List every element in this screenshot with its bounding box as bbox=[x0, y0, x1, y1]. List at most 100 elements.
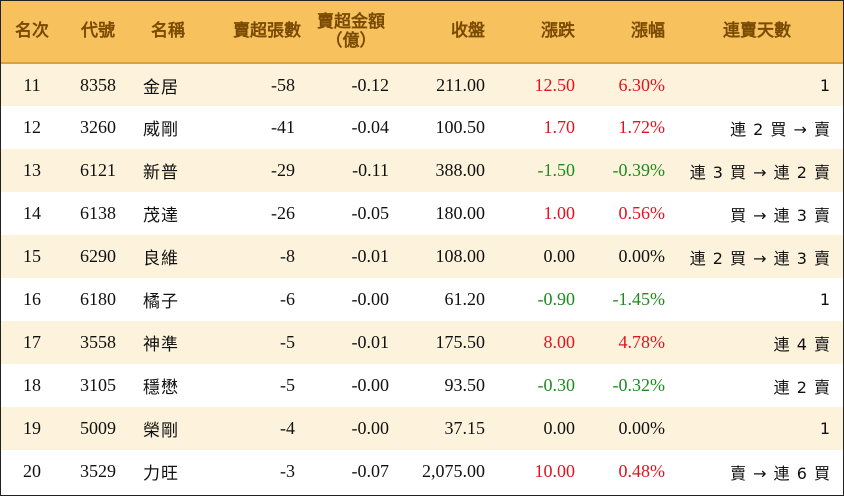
change-pct-cell: 6.30% bbox=[618, 74, 666, 95]
net-sell-amount-header-line1: 賣超金額 bbox=[317, 11, 385, 32]
change-pct-cell: 0.48% bbox=[618, 461, 666, 481]
stock-name-cell: 良維 bbox=[143, 249, 179, 269]
net-sell-amount-header-unit: （億） bbox=[325, 30, 377, 51]
net-sell-amount-cell: -0.07 bbox=[351, 461, 390, 481]
stock-name-cell: 橘子 bbox=[143, 292, 179, 312]
close-price-cell: 37.15 bbox=[444, 418, 486, 438]
net-sell-amount-cell: -0.04 bbox=[351, 117, 390, 137]
net-sell-lots-cell: -5 bbox=[280, 375, 295, 395]
stock-name-cell: 力旺 bbox=[143, 464, 179, 484]
table-row[interactable]: 14 6138 茂達 -26 -0.05 180.00 1.00 0.56% 買 → 連 3 賣 bbox=[1, 192, 843, 235]
change-cell: 1.00 bbox=[543, 203, 576, 223]
stock-name-cell: 茂達 bbox=[143, 206, 179, 226]
close-header[interactable]: 收盤 bbox=[451, 21, 485, 41]
rank-cell: 16 bbox=[23, 289, 41, 309]
code-cell: 3260 bbox=[80, 117, 116, 137]
code-cell: 3529 bbox=[80, 461, 116, 481]
net-sell-lots-cell: -8 bbox=[280, 246, 295, 266]
change-pct-cell: -0.32% bbox=[612, 375, 666, 395]
net-sell-amount-cell: -0.12 bbox=[351, 74, 390, 95]
net-sell-lots-header[interactable]: 賣超張數 bbox=[233, 21, 301, 41]
net-sell-amount-cell: -0.01 bbox=[351, 332, 390, 352]
streak-cell: 買 → 連 3 賣 bbox=[730, 205, 831, 225]
table-row[interactable]: 20 3529 力旺 -3 -0.07 2,075.00 10.00 0.48% 賣 → 連 6… bbox=[1, 450, 843, 493]
rank-cell: 20 bbox=[23, 461, 41, 481]
net-sell-lots-cell: -58 bbox=[271, 74, 295, 95]
stock-name-cell: 金居 bbox=[143, 77, 179, 98]
name-header[interactable]: 名稱 bbox=[151, 21, 185, 41]
change-pct-cell: -0.39% bbox=[612, 160, 666, 180]
table-header-row: 名次 代號 名稱 賣超張數 賣超金額 （億） 收盤 漲跌 漲幅 連賣天數 bbox=[1, 1, 843, 63]
streak-cell: 連 3 買 → 連 2 賣 bbox=[689, 162, 831, 182]
close-price-cell: 108.00 bbox=[435, 246, 486, 266]
close-price-cell: 93.50 bbox=[444, 375, 486, 395]
code-header[interactable]: 代號 bbox=[81, 21, 115, 41]
net-sell-amount-cell: -0.00 bbox=[351, 289, 390, 309]
change-pct-cell: 0.00% bbox=[618, 246, 666, 266]
change-cell: 10.00 bbox=[534, 461, 576, 481]
streak-cell: 連 2 賣 bbox=[773, 377, 831, 397]
table-row[interactable]: 19 5009 榮剛 -4 -0.00 37.15 0.00 0.00% 1 bbox=[1, 407, 843, 450]
code-cell: 6290 bbox=[80, 246, 116, 266]
table-row[interactable]: 12 3260 威剛 -41 -0.04 100.50 1.70 1.72% 連 2 買 → 賣 bbox=[1, 106, 843, 149]
table-body: 11 8358 金居 -58 -0.12 211.00 12.50 6.30% 1 12 3260 威… bbox=[1, 63, 843, 493]
close-price-cell: 388.00 bbox=[435, 160, 486, 180]
code-cell: 6121 bbox=[80, 160, 116, 180]
streak-cell: 連 2 買 → 連 3 賣 bbox=[689, 248, 831, 268]
stock-name-cell: 神準 bbox=[143, 335, 179, 355]
change-cell: 0.00 bbox=[543, 246, 576, 266]
close-price-cell: 175.50 bbox=[435, 332, 486, 352]
stock-name-cell: 新普 bbox=[143, 163, 179, 183]
table-row[interactable]: 15 6290 良維 -8 -0.01 108.00 0.00 0.00% 連 2 買 → 連 … bbox=[1, 235, 843, 278]
code-cell: 8358 bbox=[80, 74, 116, 95]
change-cell: 8.00 bbox=[543, 332, 576, 352]
close-price-cell: 61.20 bbox=[444, 289, 486, 309]
rank-header[interactable]: 名次 bbox=[15, 21, 49, 41]
streak-header[interactable]: 連賣天數 bbox=[723, 21, 791, 41]
rank-cell: 17 bbox=[23, 332, 41, 352]
net-sell-lots-cell: -6 bbox=[280, 289, 295, 309]
change-pct-cell: 0.00% bbox=[618, 418, 666, 438]
net-sell-lots-cell: -3 bbox=[280, 461, 295, 481]
table-row[interactable]: 16 6180 橘子 -6 -0.00 61.20 -0.90 -1.45% 1 bbox=[1, 278, 843, 321]
code-cell: 3105 bbox=[80, 375, 116, 395]
change-cell: 0.00 bbox=[543, 418, 576, 438]
close-price-cell: 100.50 bbox=[435, 117, 486, 137]
rank-cell: 18 bbox=[23, 375, 41, 395]
change-cell: 1.70 bbox=[543, 117, 576, 137]
close-price-cell: 2,075.00 bbox=[422, 461, 485, 481]
net-sell-lots-cell: -29 bbox=[271, 160, 295, 180]
change-cell: 12.50 bbox=[534, 74, 576, 95]
net-sell-amount-cell: -0.00 bbox=[351, 375, 390, 395]
net-sell-amount-header[interactable]: 賣超金額 （億） bbox=[301, 1, 401, 63]
table-row[interactable]: 13 6121 新普 -29 -0.11 388.00 -1.50 -0.39% 連 3 買 →… bbox=[1, 149, 843, 192]
change-pct-cell: 0.56% bbox=[618, 203, 666, 223]
rank-cell: 13 bbox=[23, 160, 41, 180]
net-sell-amount-cell: -0.00 bbox=[351, 418, 390, 438]
net-sell-amount-cell: -0.11 bbox=[352, 160, 389, 180]
rank-cell: 19 bbox=[23, 418, 41, 438]
net-sell-lots-cell: -4 bbox=[280, 418, 295, 438]
table-row[interactable]: 17 3558 神準 -5 -0.01 175.50 8.00 4.78% 連 4 賣 bbox=[1, 321, 843, 364]
rank-cell: 15 bbox=[23, 246, 41, 266]
code-cell: 6180 bbox=[80, 289, 116, 309]
change-pct-header[interactable]: 漲幅 bbox=[631, 21, 665, 41]
streak-cell: 1 bbox=[819, 290, 831, 309]
change-pct-cell: 1.72% bbox=[618, 117, 666, 137]
table-row[interactable]: 11 8358 金居 -58 -0.12 211.00 12.50 6.30% 1 bbox=[1, 63, 843, 106]
rank-cell: 14 bbox=[23, 203, 41, 223]
change-header[interactable]: 漲跌 bbox=[541, 21, 575, 41]
net-sell-lots-cell: -26 bbox=[271, 203, 295, 223]
close-price-cell: 180.00 bbox=[435, 203, 486, 223]
streak-cell: 1 bbox=[819, 419, 831, 438]
streak-cell: 1 bbox=[819, 75, 831, 95]
code-cell: 6138 bbox=[80, 203, 116, 223]
table-row[interactable]: 18 3105 穩懋 -5 -0.00 93.50 -0.30 -0.32% 連 2 賣 bbox=[1, 364, 843, 407]
stock-name-cell: 榮剛 bbox=[143, 421, 179, 441]
change-pct-cell: 4.78% bbox=[618, 332, 666, 352]
streak-cell: 連 2 買 → 賣 bbox=[730, 119, 831, 139]
close-price-cell: 211.00 bbox=[436, 74, 485, 95]
rank-cell: 12 bbox=[23, 117, 41, 137]
stock-name-cell: 穩懋 bbox=[143, 378, 179, 398]
